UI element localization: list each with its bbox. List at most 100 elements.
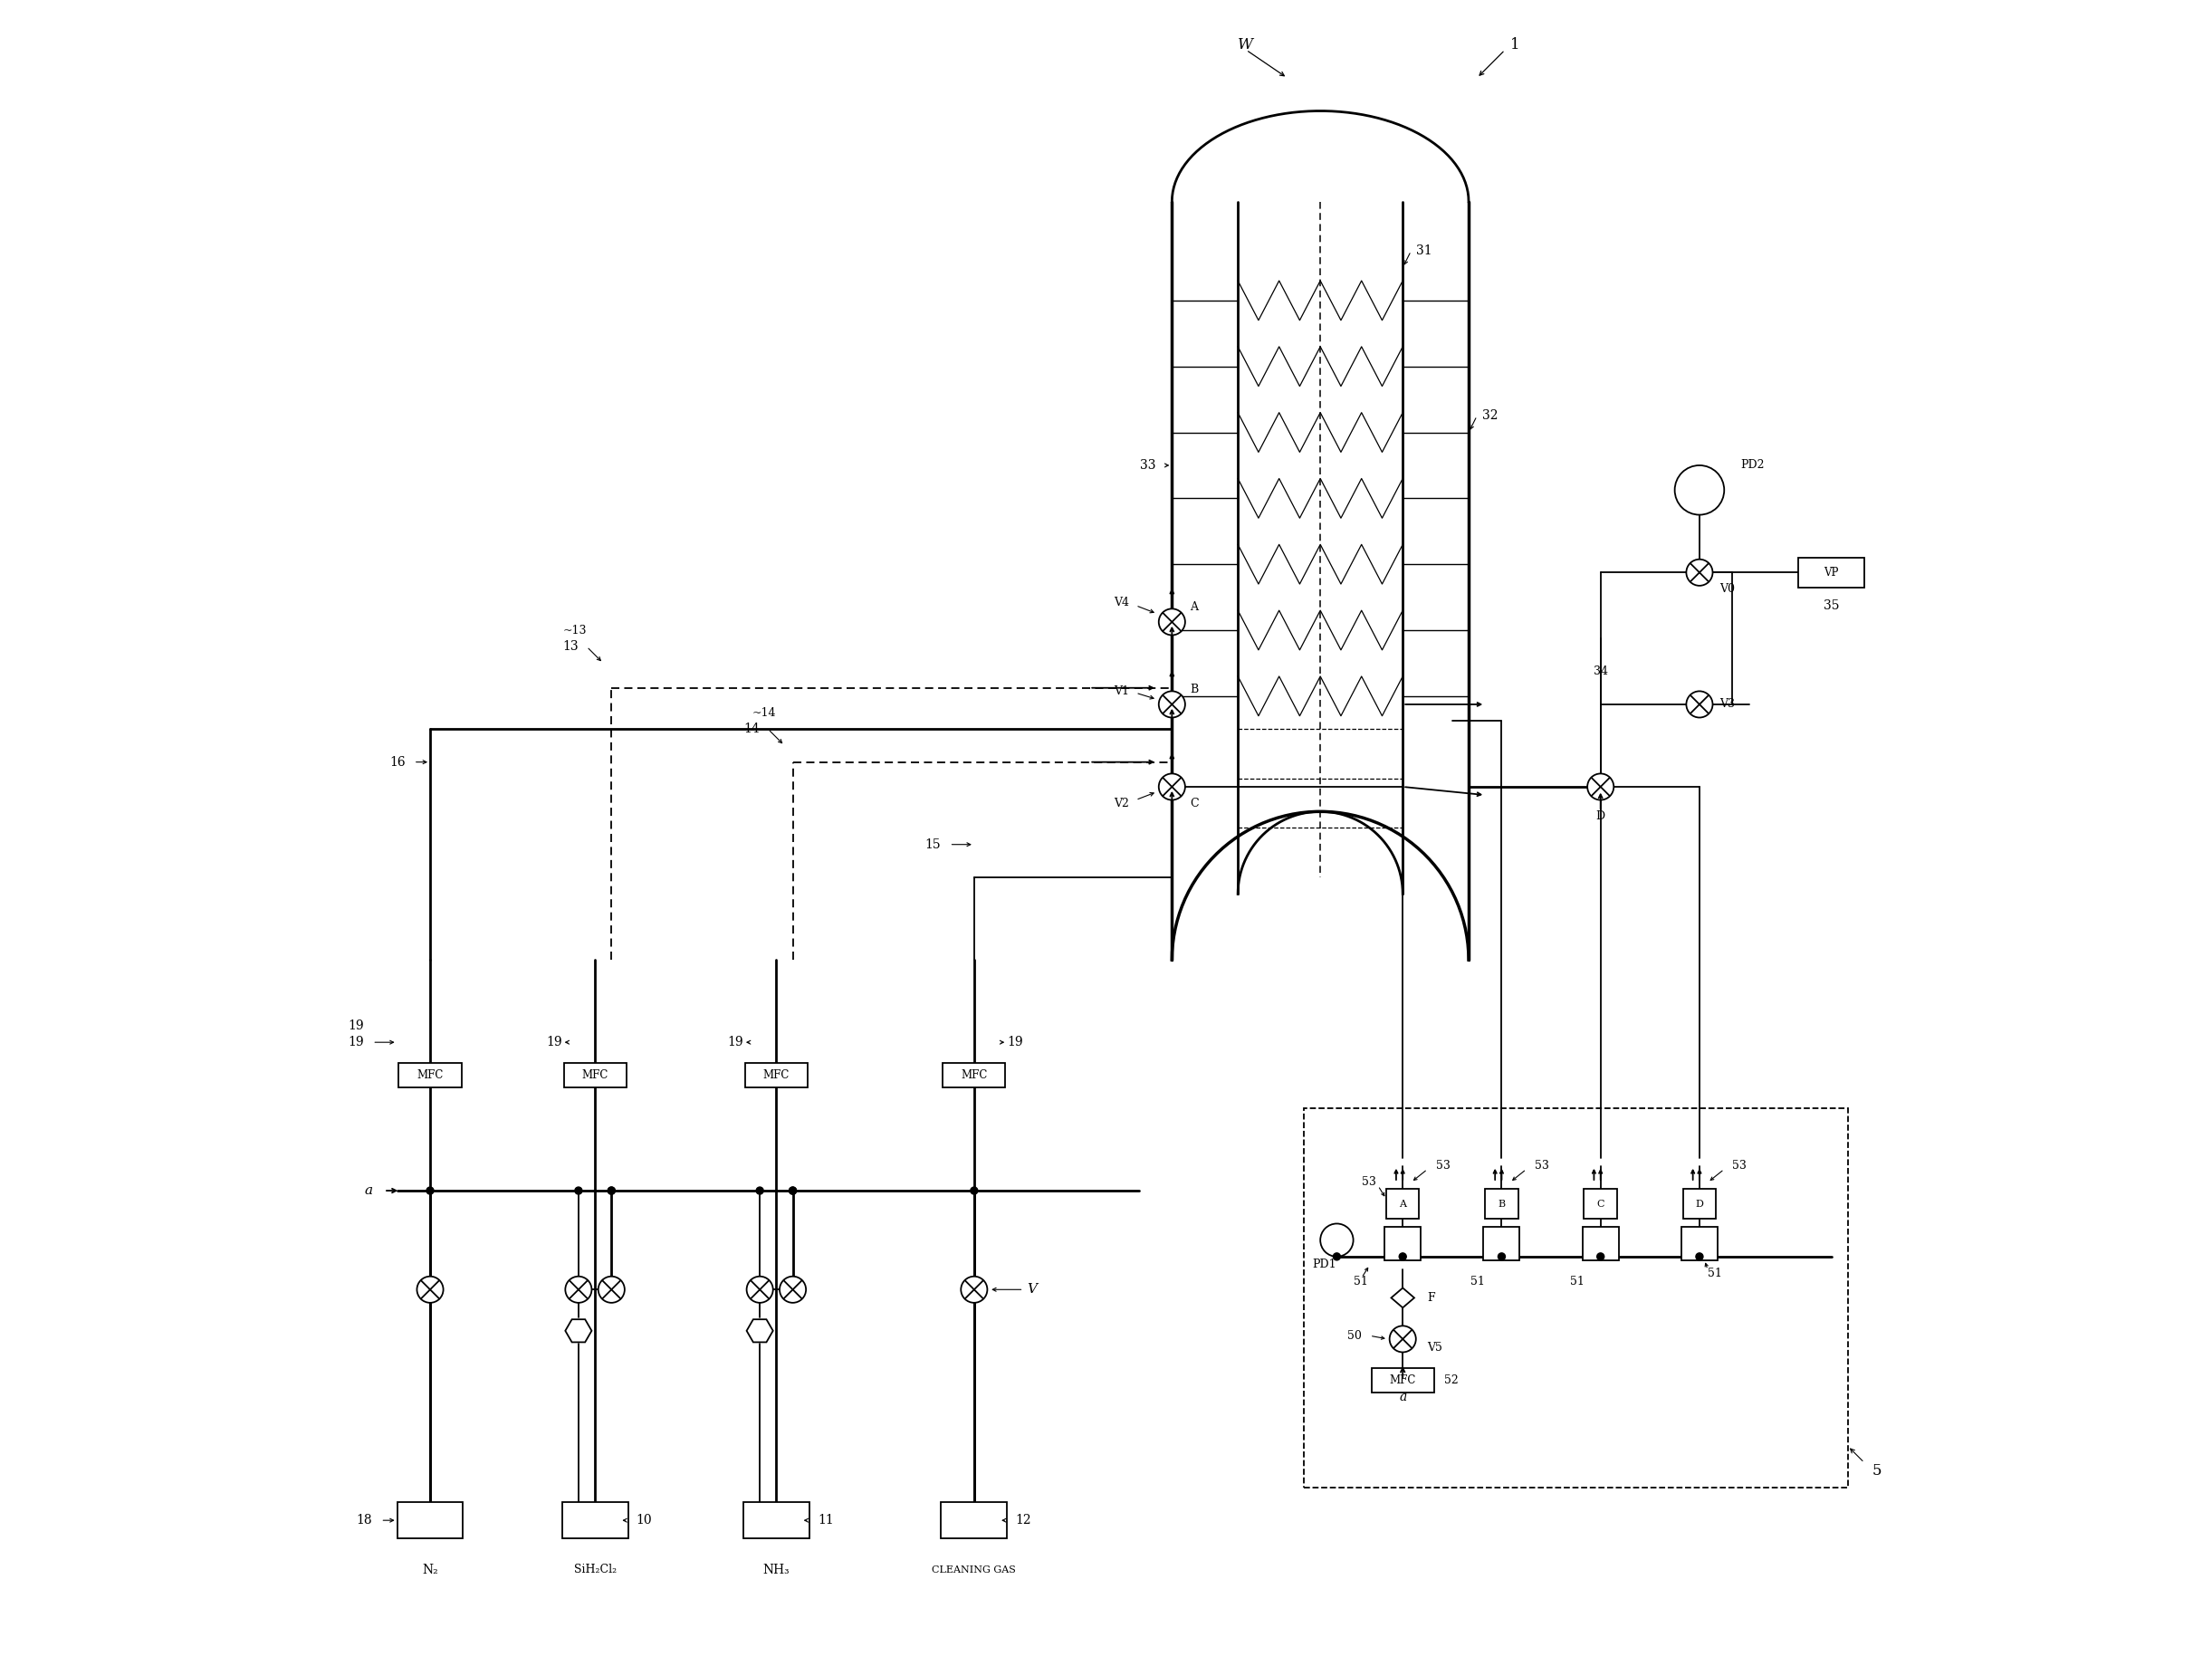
Bar — [1584, 1189, 1617, 1219]
Text: VP: VP — [1825, 566, 1838, 578]
Text: C: C — [1190, 798, 1199, 810]
Bar — [564, 1063, 626, 1088]
Text: 18: 18 — [356, 1514, 372, 1527]
Text: B: B — [1498, 1199, 1506, 1209]
Circle shape — [1159, 773, 1186, 800]
Text: 50: 50 — [1347, 1330, 1363, 1341]
Text: V: V — [1026, 1283, 1037, 1297]
Bar — [1484, 1189, 1517, 1219]
Text: 16: 16 — [389, 755, 405, 768]
Text: MFC: MFC — [960, 1070, 987, 1081]
Text: 19: 19 — [546, 1037, 562, 1048]
Text: 51: 51 — [1471, 1275, 1484, 1287]
Circle shape — [790, 1187, 796, 1194]
Polygon shape — [748, 1320, 772, 1343]
Text: PD2: PD2 — [1741, 459, 1765, 472]
Text: 19: 19 — [728, 1037, 743, 1048]
Bar — [942, 1063, 1006, 1088]
Bar — [398, 1502, 462, 1538]
Text: 52: 52 — [1444, 1374, 1458, 1386]
Text: a: a — [1398, 1391, 1407, 1403]
Text: 35: 35 — [1823, 599, 1838, 611]
Text: PD1: PD1 — [1312, 1259, 1336, 1270]
Text: 51: 51 — [1571, 1275, 1584, 1287]
Bar — [1371, 1368, 1433, 1393]
Text: 53: 53 — [1436, 1161, 1451, 1172]
Bar — [940, 1502, 1006, 1538]
Circle shape — [1159, 609, 1186, 636]
Text: 13: 13 — [562, 641, 580, 652]
Text: 51: 51 — [1708, 1267, 1723, 1278]
Text: a: a — [365, 1184, 372, 1197]
Text: 1: 1 — [1511, 38, 1520, 53]
Circle shape — [960, 1277, 987, 1303]
Text: A: A — [1400, 1199, 1407, 1209]
Text: V2: V2 — [1115, 798, 1130, 810]
Text: 15: 15 — [925, 838, 940, 851]
Text: 53: 53 — [1363, 1176, 1376, 1189]
Text: 19: 19 — [1006, 1037, 1022, 1048]
Text: 19: 19 — [347, 1020, 365, 1032]
Circle shape — [416, 1277, 442, 1303]
Bar — [743, 1502, 810, 1538]
Circle shape — [1400, 1254, 1407, 1260]
Bar — [1798, 558, 1865, 588]
Circle shape — [1597, 1254, 1604, 1260]
Circle shape — [971, 1187, 978, 1194]
Circle shape — [1159, 691, 1186, 717]
Text: F: F — [1427, 1292, 1436, 1303]
Circle shape — [790, 1187, 796, 1194]
Text: 51: 51 — [1354, 1275, 1367, 1287]
Text: 32: 32 — [1482, 409, 1498, 422]
Text: 31: 31 — [1416, 245, 1431, 257]
Text: 12: 12 — [1015, 1514, 1031, 1527]
Bar — [1385, 1227, 1420, 1260]
Polygon shape — [1391, 1288, 1413, 1308]
Bar — [1582, 1227, 1619, 1260]
Circle shape — [608, 1187, 615, 1194]
Text: 5: 5 — [1874, 1464, 1882, 1479]
Text: 53: 53 — [1535, 1161, 1548, 1172]
Circle shape — [608, 1187, 615, 1194]
Circle shape — [566, 1277, 591, 1303]
Text: V4: V4 — [1115, 596, 1130, 608]
Bar — [1683, 1189, 1717, 1219]
Circle shape — [1321, 1224, 1354, 1257]
Circle shape — [1686, 560, 1712, 586]
Text: 14: 14 — [743, 722, 759, 735]
Text: 53: 53 — [1732, 1161, 1747, 1172]
Circle shape — [427, 1187, 434, 1194]
Text: V0: V0 — [1719, 583, 1734, 595]
Text: NH₃: NH₃ — [763, 1563, 790, 1577]
Circle shape — [597, 1277, 624, 1303]
Text: ~13: ~13 — [562, 624, 586, 636]
Circle shape — [757, 1187, 763, 1194]
Text: D: D — [1597, 810, 1606, 823]
Text: V5: V5 — [1427, 1341, 1442, 1353]
Text: 11: 11 — [818, 1514, 834, 1527]
Bar — [398, 1063, 462, 1088]
Text: MFC: MFC — [1389, 1374, 1416, 1386]
Circle shape — [748, 1277, 772, 1303]
Text: SiH₂Cl₂: SiH₂Cl₂ — [573, 1563, 617, 1577]
Bar — [1484, 1227, 1520, 1260]
Text: 34: 34 — [1593, 666, 1608, 677]
Text: MFC: MFC — [582, 1070, 608, 1081]
Bar — [562, 1502, 628, 1538]
Bar — [1303, 1108, 1847, 1487]
Circle shape — [1686, 691, 1712, 717]
Text: D: D — [1694, 1199, 1703, 1209]
Text: CLEANING GAS: CLEANING GAS — [931, 1565, 1015, 1575]
Bar — [1681, 1227, 1717, 1260]
Text: N₂: N₂ — [422, 1563, 438, 1577]
Polygon shape — [566, 1320, 591, 1343]
Text: ~14: ~14 — [752, 707, 776, 719]
Circle shape — [1498, 1254, 1506, 1260]
Circle shape — [1334, 1254, 1340, 1260]
Circle shape — [575, 1187, 582, 1194]
Text: W: W — [1239, 38, 1254, 53]
Text: V3: V3 — [1719, 699, 1734, 710]
Text: 10: 10 — [637, 1514, 653, 1527]
Circle shape — [1389, 1326, 1416, 1353]
Circle shape — [1697, 1254, 1703, 1260]
